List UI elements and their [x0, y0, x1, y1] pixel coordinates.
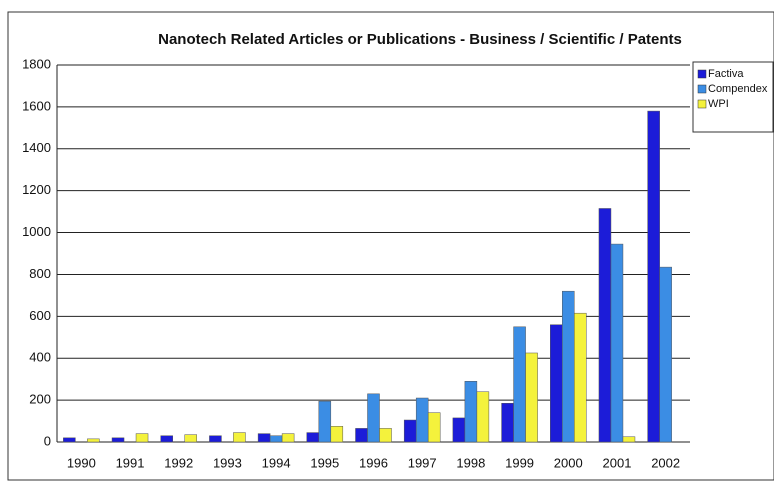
y-tick-label: 1200	[22, 182, 51, 197]
bar	[330, 426, 344, 443]
x-tick-label: 1992	[164, 455, 193, 470]
bar	[306, 432, 320, 443]
legend-label: WPI	[708, 98, 729, 110]
bar	[598, 208, 612, 443]
bar	[464, 381, 478, 443]
x-tick-label: 2000	[554, 455, 583, 470]
bar	[403, 419, 417, 443]
bar	[501, 403, 514, 443]
bar	[87, 438, 100, 443]
bar	[63, 437, 76, 443]
bar	[647, 110, 660, 443]
bar	[135, 433, 149, 443]
x-tick-label: 1993	[213, 455, 242, 470]
x-tick-label: 1996	[359, 455, 388, 470]
bar	[562, 290, 575, 443]
bar	[257, 433, 271, 443]
bar	[415, 397, 429, 443]
x-tick-label: 1994	[262, 455, 291, 470]
y-tick-label: 800	[29, 266, 51, 281]
bar	[355, 428, 368, 443]
bar	[452, 417, 466, 443]
legend-box	[692, 61, 774, 133]
y-tick-label: 1800	[22, 56, 51, 71]
bar	[513, 326, 526, 443]
bar	[622, 436, 636, 443]
legend-swatch	[697, 99, 707, 109]
bar	[476, 391, 490, 443]
bar	[160, 435, 173, 443]
bar	[525, 352, 538, 443]
legend-swatch	[697, 69, 707, 79]
x-tick-label: 2002	[651, 455, 680, 470]
x-tick-label: 1991	[116, 455, 145, 470]
bar	[269, 435, 283, 443]
bar	[367, 393, 380, 443]
bar	[379, 428, 392, 443]
bar	[111, 437, 125, 443]
chart-border	[7, 11, 774, 481]
bar	[550, 324, 563, 443]
bar	[427, 412, 441, 443]
y-tick-label: 200	[29, 392, 51, 407]
x-tick-label: 1998	[456, 455, 485, 470]
bar	[659, 266, 672, 443]
x-tick-label: 1990	[67, 455, 96, 470]
bar	[184, 434, 197, 443]
bar	[318, 400, 332, 443]
y-tick-label: 600	[29, 308, 51, 323]
x-tick-label: 1997	[408, 455, 437, 470]
bar	[574, 312, 587, 443]
legend-label: Factiva	[708, 68, 744, 80]
legend-label: Compendex	[708, 83, 768, 95]
bar	[209, 435, 222, 443]
x-tick-label: 1999	[505, 455, 534, 470]
chart-title: Nanotech Related Articles or Publication…	[158, 31, 682, 48]
bar	[233, 432, 246, 443]
x-tick-label: 1995	[310, 455, 339, 470]
y-tick-label: 400	[29, 350, 51, 365]
x-tick-label: 2001	[603, 455, 632, 470]
y-tick-label: 0	[44, 433, 51, 448]
y-tick-label: 1000	[22, 224, 51, 239]
bar	[281, 433, 295, 443]
legend-swatch	[697, 84, 707, 94]
y-tick-label: 1400	[22, 140, 51, 155]
y-tick-label: 1600	[22, 98, 51, 113]
bar	[610, 243, 624, 443]
